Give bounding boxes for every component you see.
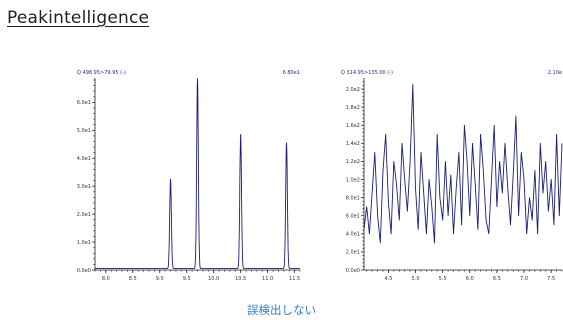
caption: 誤検出しない [247, 303, 316, 317]
x-tick-label: 9.5 [183, 276, 191, 282]
chart-panel-2: Q 314.95>135.00 (-) 2.10e 0.0e0 2.0e1 4.0e1 6… [341, 70, 563, 282]
x-tick-label: 7.5 [547, 276, 555, 282]
y-tick-label: 8.0e1 [346, 195, 360, 201]
x-tick-label: 8.5 [129, 276, 137, 282]
chart-header-right: 2.10e [548, 70, 562, 76]
y-tick-label: 1.4e2 [346, 141, 360, 147]
data-series-line [94, 78, 301, 270]
y-tick-label: 3.0e1 [77, 184, 91, 190]
chart-header-left: Q 498.95>79.95 (-) [77, 70, 126, 76]
x-tick-label: 11.5 [289, 276, 300, 282]
y-tick-label: 6.0e1 [346, 214, 360, 220]
y-tick-label: 2.0e2 [346, 87, 360, 93]
x-tick-label: 4.5 [384, 276, 392, 282]
y-tick-label: 1.0e1 [77, 240, 91, 246]
y-tick-label: 1.0e2 [346, 177, 360, 183]
y-tick-label: 2.0e1 [346, 250, 360, 256]
x-tick-label: 7.0 [520, 276, 528, 282]
y-tick-label: 1.2e2 [346, 159, 360, 165]
x-tick-label: 5.5 [439, 276, 447, 282]
x-tick-label: 5.0 [412, 276, 420, 282]
y-tick-label: 4.0e1 [346, 232, 360, 238]
y-tick-label: 6.0e1 [77, 100, 91, 106]
data-series-line [363, 84, 563, 244]
x-tick-label: 9.0 [156, 276, 164, 282]
x-tick-label: 8.0 [102, 276, 110, 282]
chart-header-left: Q 314.95>135.00 (-) [341, 70, 393, 76]
chart-header-right: 6.80e1 [283, 70, 300, 76]
data-point [240, 135, 242, 137]
y-tick-label: 1.6e2 [346, 123, 360, 129]
data-point [196, 79, 199, 81]
y-tick-label: 5.0e1 [77, 128, 91, 134]
data-point [169, 179, 172, 182]
x-tick-label: 6.0 [466, 276, 474, 282]
page-title: Peakintelligence [7, 8, 150, 28]
y-tick-label: 1.8e2 [346, 105, 360, 111]
y-tick-label: 4.0e1 [77, 156, 91, 162]
y-tick-label: 0.0e0 [346, 268, 360, 274]
y-tick-label: 0.0e0 [77, 268, 91, 274]
chart-panel-1: Q 498.95>79.95 (-) 6.80e1 0.0e0 1.0e1 2.0e1 3… [77, 70, 301, 282]
y-tick-label: 2.0e1 [77, 212, 91, 218]
x-tick-label: 10.5 [235, 276, 246, 282]
x-tick-label: 10.0 [208, 276, 219, 282]
x-tick-label: 6.5 [493, 276, 501, 282]
data-point [285, 143, 288, 145]
x-tick-label: 11.0 [262, 276, 273, 282]
